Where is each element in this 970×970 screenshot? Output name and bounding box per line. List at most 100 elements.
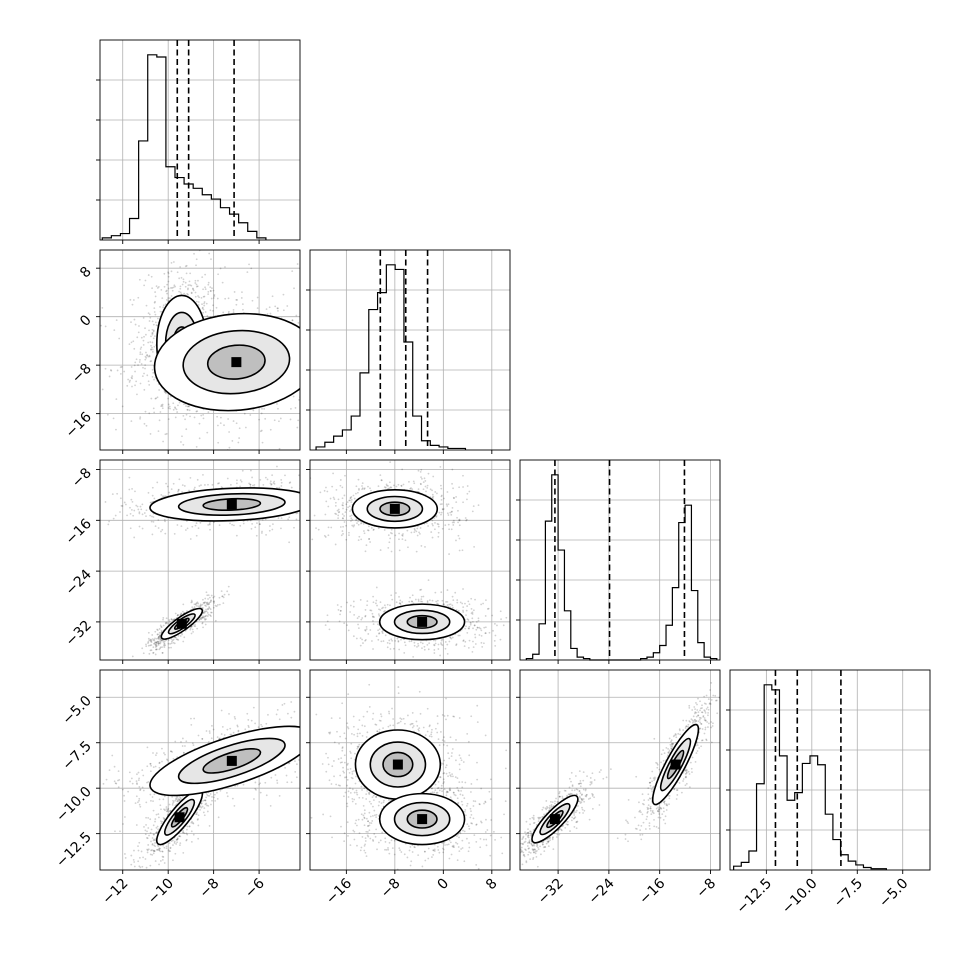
scatter-point — [313, 770, 315, 772]
scatter-point — [185, 839, 188, 842]
scatter-point — [154, 646, 157, 648]
scatter-point — [369, 688, 371, 690]
scatter-point — [157, 527, 160, 529]
scatter-point — [179, 797, 182, 799]
scatter-point — [151, 328, 154, 331]
scatter-point — [144, 358, 147, 361]
scatter-point — [141, 513, 144, 516]
scatter-point — [94, 512, 96, 514]
scatter-point — [163, 818, 166, 821]
scatter-point — [196, 410, 199, 413]
y-axis-ticks: −16−808 — [63, 264, 100, 441]
scatter-point — [154, 845, 157, 848]
scatter-point — [170, 618, 173, 621]
scatter-point — [330, 713, 332, 715]
scatter-point — [351, 518, 354, 521]
scatter-point — [289, 481, 292, 484]
scatter-point — [178, 835, 181, 838]
scatter-point — [375, 484, 377, 486]
scatter-point — [156, 481, 159, 484]
scatter-point — [233, 805, 236, 807]
scatter-point — [151, 854, 154, 856]
scatter-point — [192, 288, 194, 291]
scatter-point — [165, 639, 167, 642]
scatter-point — [164, 809, 166, 812]
scatter-point — [453, 521, 455, 524]
scatter-point — [471, 510, 474, 513]
scatter-point — [349, 512, 351, 514]
scatter-point — [339, 493, 341, 495]
scatter-point — [197, 304, 200, 306]
scatter-point — [147, 274, 150, 276]
scatter-point — [170, 840, 173, 842]
scatter-point — [207, 283, 210, 286]
scatter-point — [152, 839, 155, 842]
scatter-point — [398, 549, 401, 552]
scatter-point — [160, 494, 163, 496]
scatter-point — [108, 769, 111, 772]
scatter-point — [143, 372, 145, 375]
scatter-point — [322, 340, 324, 342]
scatter-point — [213, 600, 216, 603]
scatter-point — [197, 602, 200, 605]
scatter-point — [157, 636, 160, 639]
scatter-point — [330, 526, 333, 529]
scatter-point — [314, 728, 316, 730]
scatter-point — [188, 825, 191, 828]
scatter-point — [439, 465, 442, 468]
scatter-point — [178, 478, 181, 481]
scatter-point — [280, 479, 283, 481]
density-contour — [202, 748, 262, 774]
scatter-point — [172, 844, 174, 846]
scatter-point — [207, 598, 209, 600]
scatter-point — [159, 860, 162, 862]
scatter-point — [212, 606, 215, 609]
scatter-point — [179, 266, 182, 268]
scatter-point — [189, 628, 192, 631]
scatter-point — [236, 725, 239, 728]
scatter-point — [190, 717, 192, 720]
scatter-point — [195, 534, 198, 537]
scatter-point — [167, 271, 170, 274]
scatter-point — [139, 351, 142, 354]
scatter-point — [194, 282, 197, 284]
scatter-point — [250, 469, 252, 472]
scatter-point — [155, 813, 158, 816]
scatter-point — [356, 688, 358, 690]
scatter-point — [156, 648, 158, 651]
scatter-point — [192, 833, 195, 836]
scatter-point — [227, 310, 230, 313]
scatter-point — [276, 709, 279, 711]
scatter-point — [199, 617, 202, 620]
scatter-point — [127, 790, 130, 793]
scatter-point — [135, 824, 138, 826]
scatter-point — [129, 298, 132, 301]
scatter-point — [132, 514, 135, 517]
scatter-point — [217, 603, 219, 606]
scatter-point — [150, 520, 153, 523]
scatter-point — [361, 487, 364, 490]
scatter-point — [128, 343, 131, 346]
density-peak — [231, 357, 242, 368]
scatter-point — [131, 385, 133, 388]
scatter-point — [324, 536, 327, 538]
scatter-point — [383, 353, 385, 355]
panel-grid — [520, 460, 720, 660]
scatter-point — [199, 805, 202, 808]
scatter-point — [170, 287, 172, 289]
scatter-point — [175, 843, 178, 845]
scatter-point — [150, 348, 152, 351]
scatter-point — [326, 490, 329, 493]
scatter-point — [205, 796, 208, 799]
scatter-point — [161, 850, 164, 853]
scatter-point — [158, 863, 160, 866]
scatter-point — [271, 528, 274, 531]
scatter-point — [168, 491, 171, 494]
scatter-point — [277, 407, 279, 410]
scatter-point — [144, 367, 146, 370]
scatter-point — [154, 321, 157, 324]
scatter-point — [132, 340, 135, 343]
scatter-point — [167, 418, 170, 421]
scatter-point — [233, 291, 236, 293]
scatter-point — [145, 515, 147, 518]
